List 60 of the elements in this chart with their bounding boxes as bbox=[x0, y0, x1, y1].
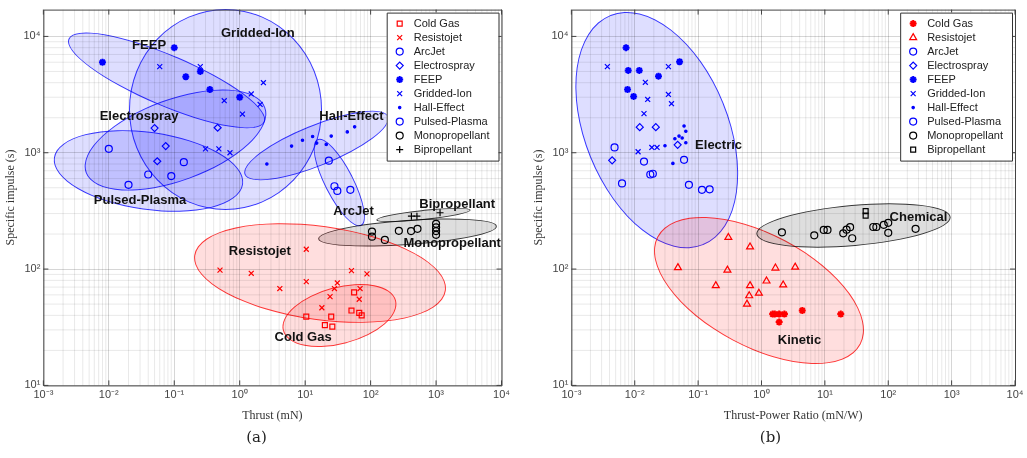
annotation: Gridded-Ion bbox=[221, 24, 295, 40]
legend-label: Electrospray bbox=[413, 58, 476, 71]
y-tick-label: 10⁴ bbox=[23, 29, 41, 42]
x-tick-label: 10² bbox=[880, 388, 897, 401]
x-tick-label: 10⁴ bbox=[493, 388, 511, 401]
legend-label: Electrospray bbox=[927, 58, 989, 71]
x-tick-label: 10⁻³ bbox=[561, 388, 582, 401]
annotation: Kinetic bbox=[777, 331, 822, 347]
y-axis-title: Specific impulse (s) bbox=[3, 149, 18, 246]
x-axis-title: Thrust-Power Ratio (mN/W) bbox=[723, 407, 863, 422]
legend-label: FEEP bbox=[413, 72, 443, 85]
x-tick-label: 10⁰ bbox=[753, 388, 770, 401]
legend-label: FEEP bbox=[927, 72, 956, 85]
legend-label: Pulsed-Plasma bbox=[927, 114, 1003, 127]
x-tick-label: 10³ bbox=[428, 388, 445, 401]
x-tick-label: 10⁴ bbox=[1006, 388, 1024, 401]
annotation: Chemical bbox=[889, 208, 948, 224]
x-tick-label: 10⁻² bbox=[98, 388, 120, 401]
legend-label: ArcJet bbox=[413, 44, 445, 57]
text: (a) bbox=[245, 428, 268, 446]
annotation: Bipropellant bbox=[419, 196, 496, 212]
legend-label: Resistojet bbox=[413, 30, 462, 43]
annotation: Electric bbox=[695, 136, 743, 152]
legend-label: Monopropellant bbox=[927, 128, 1004, 141]
annotation: Resistojet bbox=[228, 243, 292, 259]
annotation: Cold Gas bbox=[274, 328, 332, 344]
y-tick-label: 10³ bbox=[552, 145, 569, 158]
legend-label: Resistojet bbox=[927, 30, 976, 43]
x-tick-label: 10⁻² bbox=[624, 388, 646, 401]
legend-label: Cold Gas bbox=[927, 16, 974, 29]
x-tick-label: 10⁻¹ bbox=[688, 388, 709, 401]
x-tick-label: 10⁰ bbox=[231, 388, 248, 401]
y-tick-label: 10¹ bbox=[24, 378, 41, 391]
x-tick-label: 10⁻³ bbox=[33, 388, 54, 401]
legend-label: Hall-Effect bbox=[413, 100, 465, 113]
y-tick-label: 10¹ bbox=[552, 378, 569, 391]
legend-label: Bipropellant bbox=[927, 142, 986, 155]
legend-label: Gridded-Ion bbox=[413, 86, 472, 99]
legend-label: ArcJet bbox=[927, 44, 959, 57]
y-tick-label: 10³ bbox=[24, 145, 41, 158]
x-tick-label: 10¹ bbox=[816, 388, 834, 401]
x-tick-label: 10³ bbox=[943, 388, 960, 401]
legend-label: Monopropellant bbox=[413, 128, 490, 141]
legend-label: Cold Gas bbox=[413, 16, 461, 29]
annotation: Monopropellant bbox=[403, 235, 502, 251]
annotation: ArcJet bbox=[333, 203, 375, 219]
text: (b) bbox=[758, 428, 783, 446]
x-tick-label: 10² bbox=[362, 388, 379, 401]
legend-label: Gridded-Ion bbox=[927, 86, 986, 99]
x-axis-title: Thrust (mN) bbox=[242, 407, 303, 422]
y-tick-label: 10² bbox=[24, 262, 41, 275]
y-tick-label: 10² bbox=[552, 262, 569, 275]
x-tick-label: 10⁻¹ bbox=[164, 388, 185, 401]
x-tick-label: 10¹ bbox=[297, 388, 314, 401]
annotation: Electrospray bbox=[99, 107, 180, 123]
y-axis-title: Specific impulse (s) bbox=[531, 149, 546, 246]
legend-label: Hall-Effect bbox=[927, 100, 978, 113]
legend-label: Pulsed-Plasma bbox=[413, 114, 489, 127]
legend-label: Bipropellant bbox=[413, 142, 472, 155]
y-tick-label: 10⁴ bbox=[551, 29, 569, 42]
